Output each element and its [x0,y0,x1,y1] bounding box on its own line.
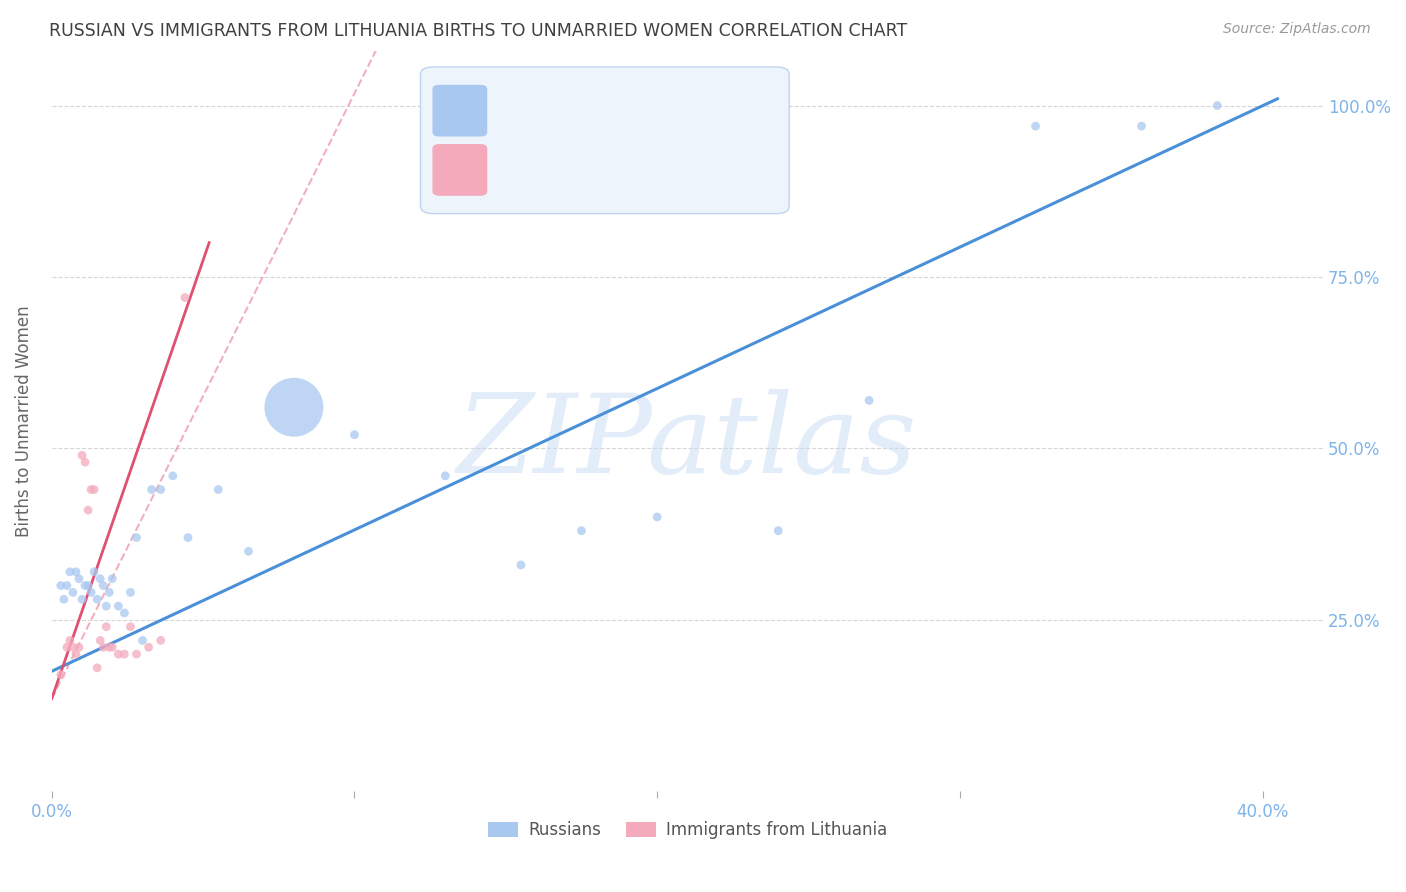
Point [162,468,184,483]
Point [101,640,124,655]
Point [1130,119,1153,133]
Point [62,585,84,599]
Point [89,572,111,586]
Point [174,291,197,305]
Point [67,572,90,586]
Point [645,510,668,524]
Point [80,483,103,497]
Point [120,620,142,634]
Point [177,531,200,545]
Point [125,531,148,545]
Point [65,647,87,661]
Point [65,565,87,579]
Point [52,592,75,607]
Point [86,592,108,607]
Text: R = 0.623    N = 39: R = 0.623 N = 39 [494,100,683,118]
Legend: Russians, Immigrants from Lithuania: Russians, Immigrants from Lithuania [481,814,894,846]
Point [56,640,79,655]
Y-axis label: Births to Unmarried Women: Births to Unmarried Women [15,305,32,537]
Point [131,633,153,648]
Text: R = 0.488    N = 24: R = 0.488 N = 24 [494,160,683,178]
Point [768,524,790,538]
Point [120,585,142,599]
Point [141,483,163,497]
Point [283,401,305,415]
Point [1025,119,1047,133]
Point [101,572,124,586]
Point [96,620,118,634]
Point [62,640,84,655]
Point [83,565,105,579]
Text: RUSSIAN VS IMMIGRANTS FROM LITHUANIA BIRTHS TO UNMARRIED WOMEN CORRELATION CHART: RUSSIAN VS IMMIGRANTS FROM LITHUANIA BIR… [49,22,907,40]
Point [70,448,93,462]
Point [96,599,118,614]
Point [80,585,103,599]
Point [49,667,72,681]
Point [89,633,111,648]
Point [56,578,79,592]
Point [112,647,135,661]
Point [1206,98,1229,112]
Point [149,483,172,497]
Point [59,633,82,648]
FancyBboxPatch shape [420,67,789,213]
Point [67,640,90,655]
Point [107,599,129,614]
Text: ZIPatlas: ZIPatlas [457,390,918,497]
Point [77,503,100,517]
Point [73,578,96,592]
Point [207,483,229,497]
Text: Source: ZipAtlas.com: Source: ZipAtlas.com [1223,22,1371,37]
Point [49,578,72,592]
Point [91,640,114,655]
Point [125,647,148,661]
FancyBboxPatch shape [433,86,486,136]
Point [70,592,93,607]
Point [138,640,160,655]
Point [149,633,172,648]
Point [571,524,593,538]
Point [91,578,114,592]
Point [107,647,129,661]
Point [77,578,100,592]
Point [112,606,135,620]
Point [83,483,105,497]
FancyBboxPatch shape [433,145,486,195]
Point [858,393,880,408]
Point [343,427,366,442]
Point [510,558,533,572]
Point [98,640,121,655]
Point [98,585,121,599]
Point [238,544,260,558]
Point [86,661,108,675]
Point [73,455,96,469]
Point [59,565,82,579]
Point [434,468,457,483]
